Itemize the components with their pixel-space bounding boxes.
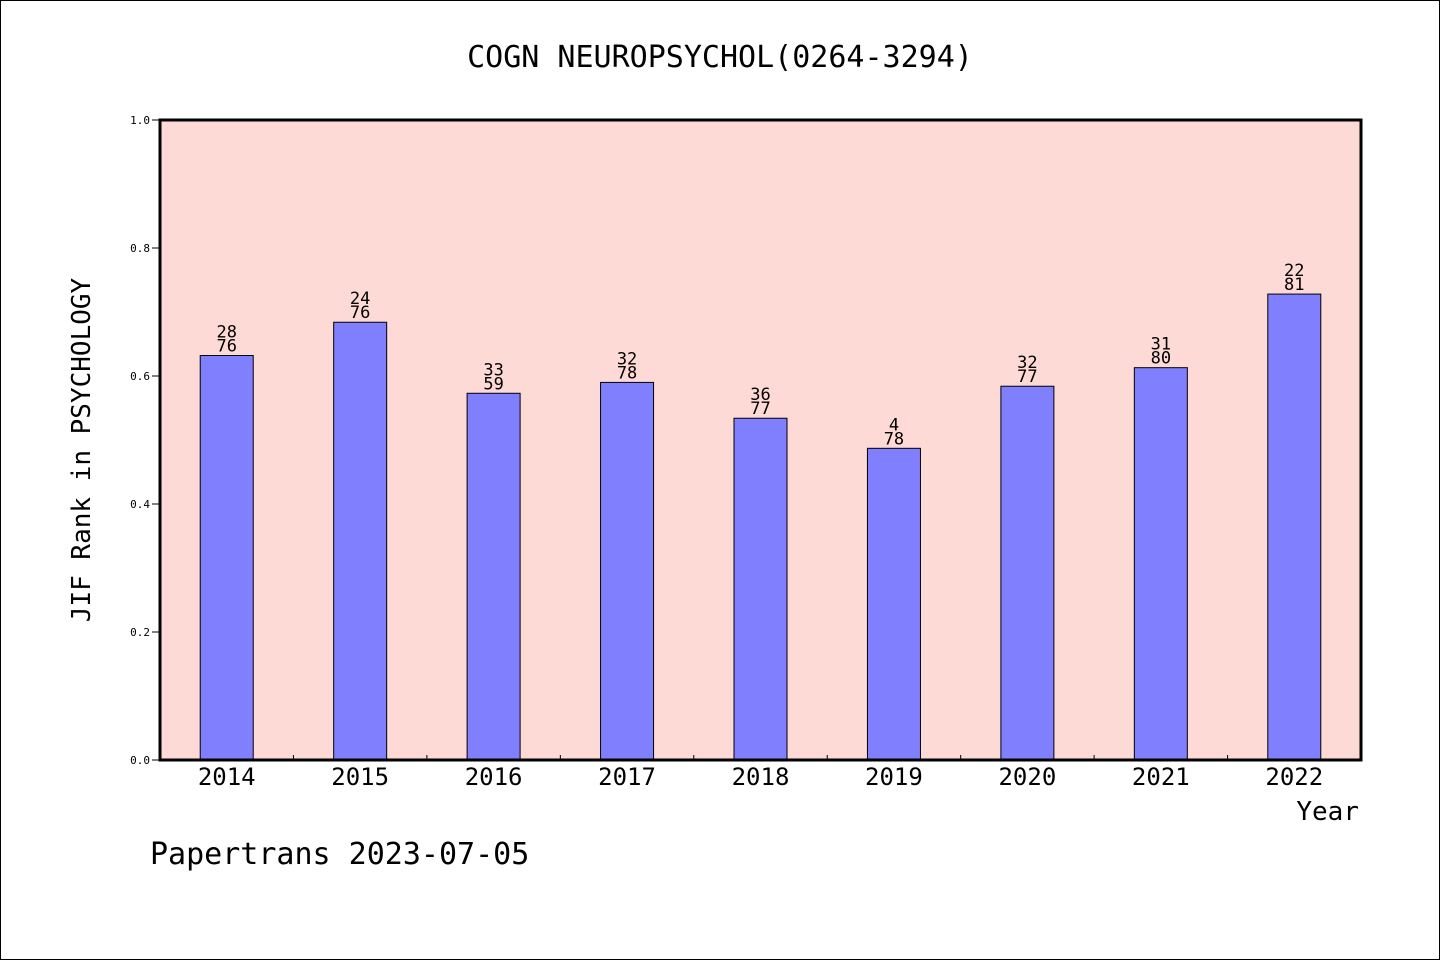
x-tick-label: 2020 <box>998 763 1056 791</box>
bar-2020 <box>1001 386 1054 760</box>
x-tick-label: 2022 <box>1265 763 1323 791</box>
y-tick-label: 1.0 <box>130 114 150 127</box>
bar-total-label: 81 <box>1284 275 1304 295</box>
bar-total-label: 76 <box>216 337 236 357</box>
x-axis-label: Year <box>1296 797 1359 827</box>
bar-2018 <box>734 418 787 760</box>
bar-2015 <box>334 322 387 760</box>
y-axis: 0.0 0.2 0.4 0.6 0.8 1.0 <box>130 114 160 767</box>
bar-total-label: 76 <box>350 303 370 323</box>
bar-total-label: 59 <box>483 374 503 394</box>
y-tick-label: 0.4 <box>130 498 150 511</box>
bar-total-label: 78 <box>884 429 904 449</box>
y-tick-label: 0.6 <box>130 370 150 383</box>
bar-total-label: 78 <box>617 363 637 383</box>
bar-2022 <box>1268 294 1321 760</box>
x-tick-label: 2018 <box>732 763 790 791</box>
x-tick-label: 2017 <box>598 763 656 791</box>
y-tick-label: 0.8 <box>130 242 150 255</box>
footer-credit: Papertrans 2023-07-05 <box>150 837 529 872</box>
bar-total-label: 80 <box>1151 349 1171 369</box>
x-tick-label: 2016 <box>465 763 523 791</box>
chart-title: COGN NEUROPSYCHOL(0264-3294) <box>467 40 973 75</box>
x-tick-label: 2015 <box>331 763 389 791</box>
x-tick-label: 2014 <box>198 763 256 791</box>
x-tick-label: 2019 <box>865 763 923 791</box>
bar-total-label: 77 <box>750 399 770 419</box>
bar-2016 <box>467 393 520 760</box>
bar-2014 <box>200 356 253 760</box>
bar-2017 <box>601 382 654 760</box>
y-axis-label: JIF Rank in PSYCHOLOGY <box>67 277 97 622</box>
x-tick-label: 2021 <box>1132 763 1190 791</box>
bar-2019 <box>867 448 920 760</box>
bar-2021 <box>1134 368 1187 760</box>
y-tick-label: 0.2 <box>130 626 150 639</box>
bar-total-label: 77 <box>1017 367 1037 387</box>
y-tick-label: 0.0 <box>130 754 150 767</box>
